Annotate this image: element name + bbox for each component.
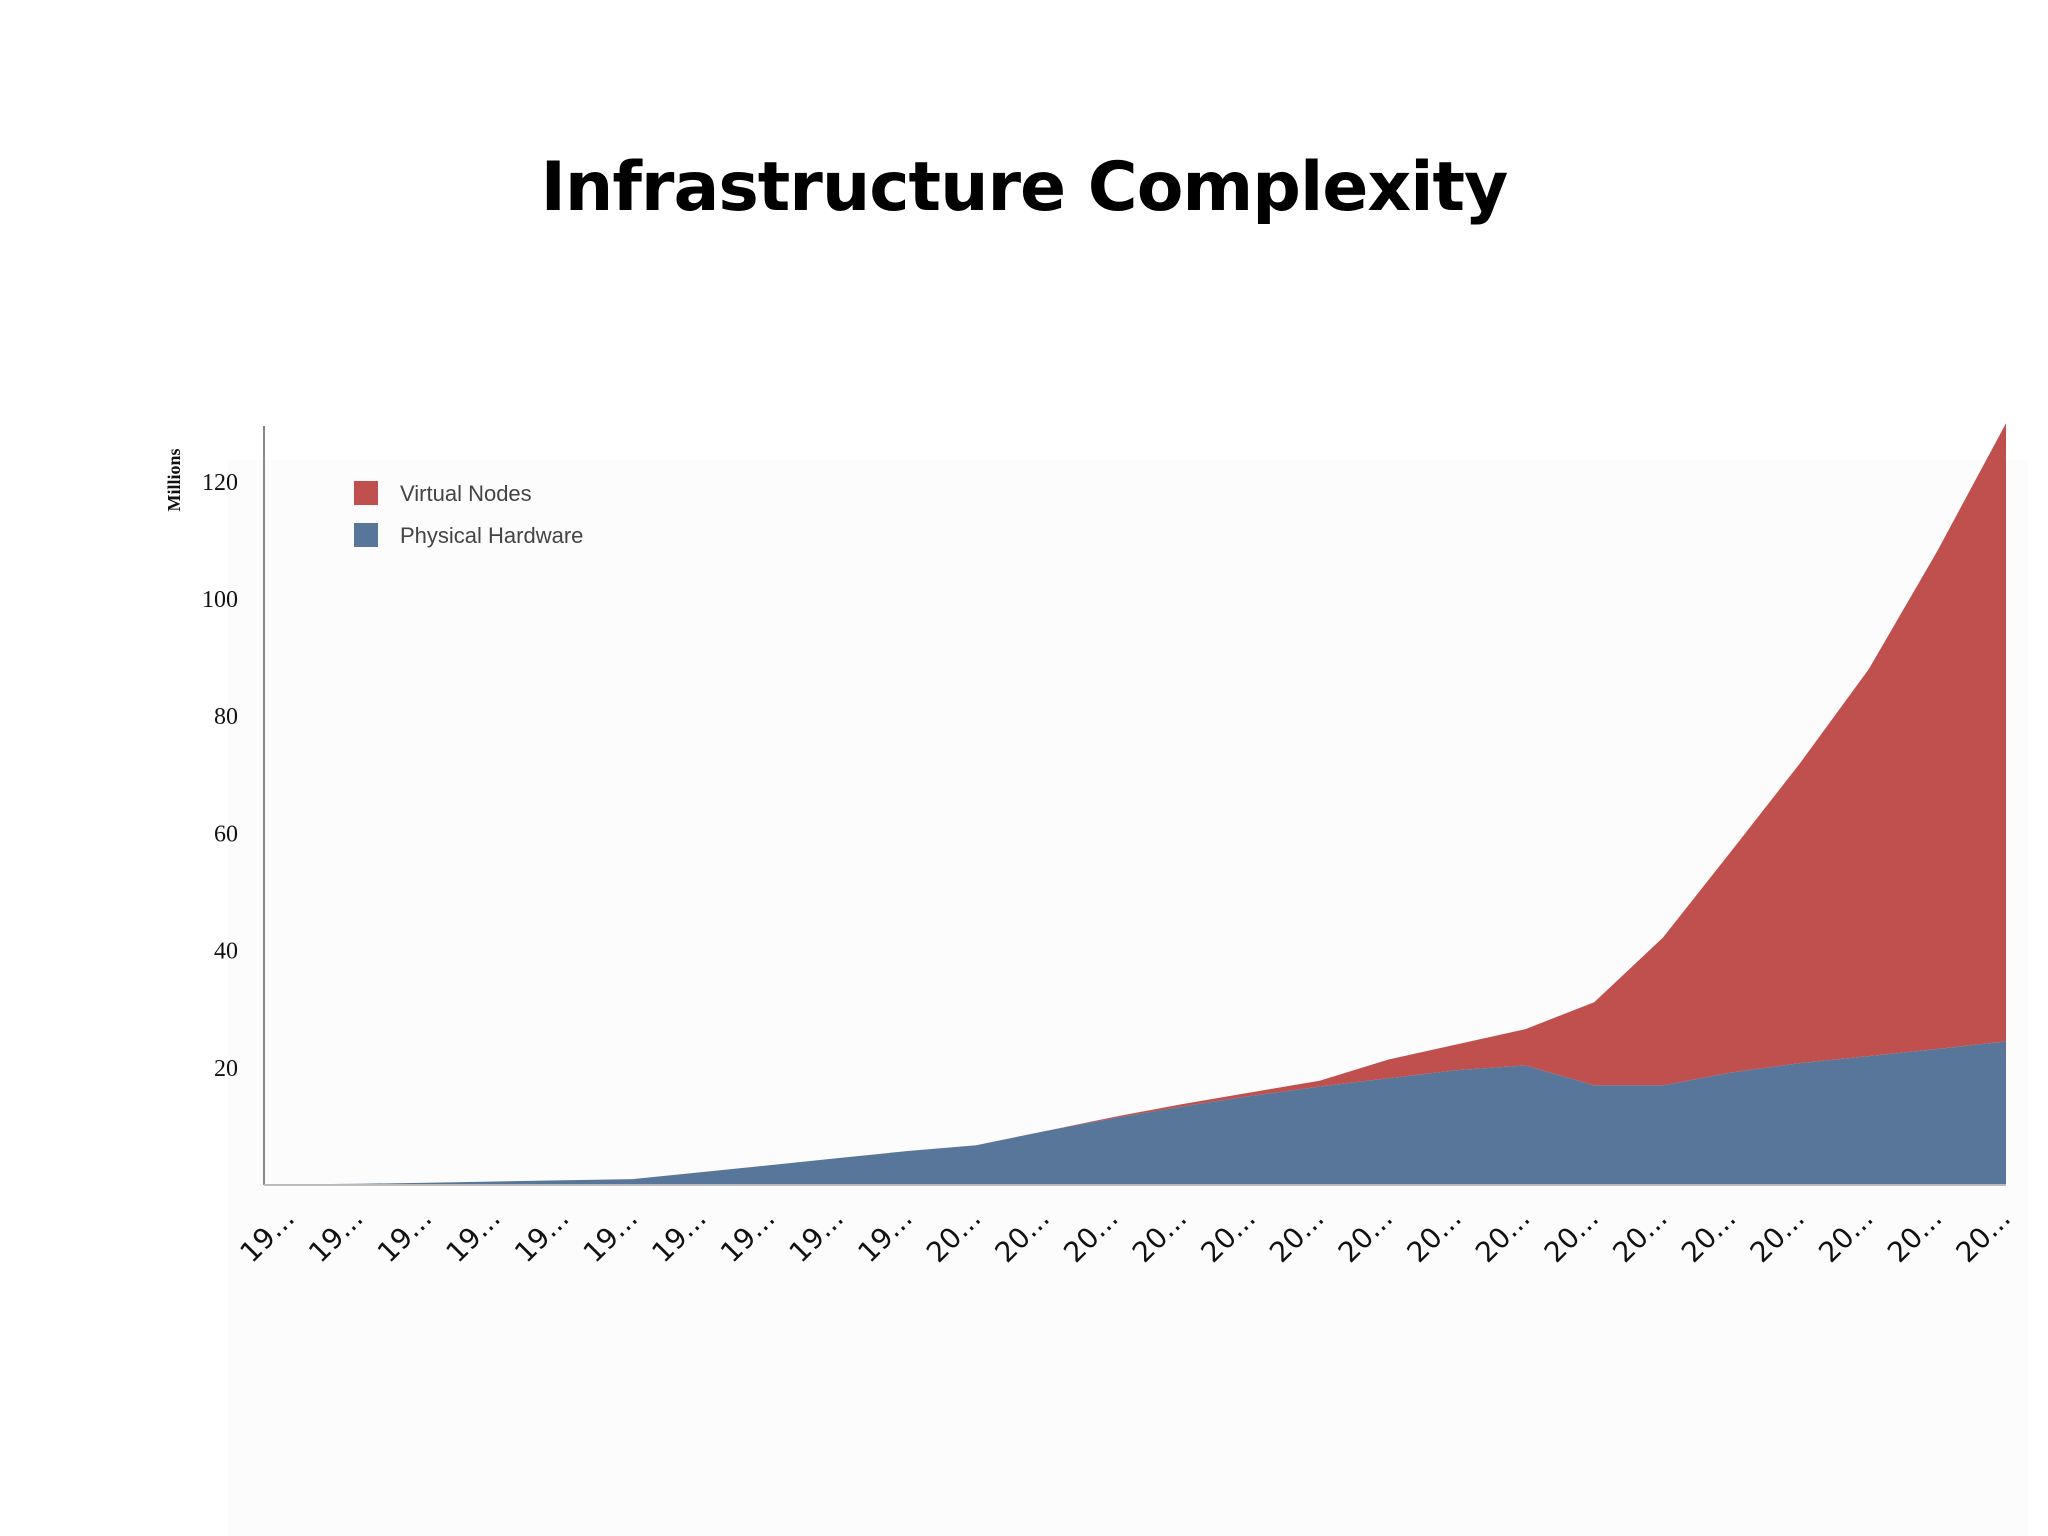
x-tick-label: 19...: [714, 1202, 781, 1269]
x-tick-label: 19...: [302, 1202, 369, 1269]
legend-swatch: [354, 523, 378, 547]
area-layer: [290, 423, 2006, 1185]
y-tick-label: 100: [202, 587, 238, 613]
x-tick-label: 20...: [1057, 1202, 1124, 1269]
y-axis-label: Millions: [164, 448, 184, 511]
x-tick-label: 20...: [1332, 1202, 1399, 1269]
legend: Virtual Nodes Physical Hardware: [354, 481, 583, 548]
series-area-physical-hardware: [290, 1041, 2006, 1185]
x-tick-label: 20...: [1263, 1202, 1330, 1269]
x-tick-label: 19...: [851, 1202, 918, 1269]
x-tick-label: 20...: [1400, 1202, 1467, 1269]
x-tick-label: 19...: [645, 1202, 712, 1269]
x-tick-label: 19...: [508, 1202, 575, 1269]
x-ticks: 19... 19... 19... 19... 19... 19... 19... 19...…: [234, 1202, 2017, 1269]
x-tick-label: 19...: [234, 1202, 301, 1269]
x-tick-label: 20...: [1812, 1202, 1879, 1269]
x-tick-label: 20...: [1950, 1202, 2017, 1269]
y-tick-label: 40: [214, 939, 238, 965]
x-tick-label: 20...: [1881, 1202, 1948, 1269]
legend-label: Physical Hardware: [400, 523, 583, 548]
x-tick-label: 19...: [783, 1202, 850, 1269]
legend-label: Virtual Nodes: [400, 481, 532, 506]
chart-title: Infrastructure Complexity: [540, 148, 1509, 227]
y-tick-label: 60: [214, 821, 238, 847]
x-tick-label: 20...: [989, 1202, 1056, 1269]
legend-swatch: [354, 481, 378, 505]
x-tick-label: 19...: [439, 1202, 506, 1269]
x-tick-label: 20...: [1126, 1202, 1193, 1269]
y-tick-label: 120: [202, 470, 238, 496]
x-tick-label: 20...: [1675, 1202, 1742, 1269]
x-tick-label: 20...: [1606, 1202, 1673, 1269]
y-ticks: 20 40 60 80 100 120: [202, 470, 238, 1082]
x-tick-label: 19...: [371, 1202, 438, 1269]
x-tick-label: 20...: [1195, 1202, 1262, 1269]
y-tick-label: 20: [214, 1056, 238, 1082]
x-tick-label: 19...: [577, 1202, 644, 1269]
x-tick-label: 20...: [920, 1202, 987, 1269]
y-tick-label: 80: [214, 704, 238, 730]
x-tick-label: 20...: [1744, 1202, 1811, 1269]
x-tick-label: 20...: [1469, 1202, 1536, 1269]
x-tick-label: 20...: [1538, 1202, 1605, 1269]
